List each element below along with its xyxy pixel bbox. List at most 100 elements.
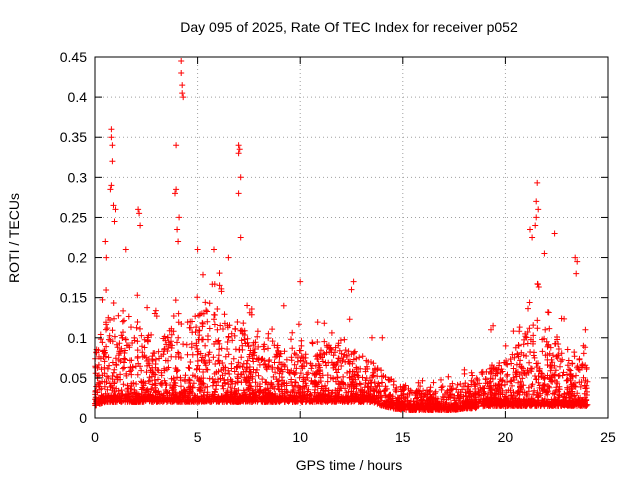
data-point [374, 396, 381, 402]
data-point [316, 370, 323, 377]
data-point [501, 393, 508, 400]
data-point [539, 387, 546, 394]
data-point [440, 405, 447, 412]
data-point [120, 381, 127, 388]
data-point [494, 385, 501, 392]
data-point [547, 362, 554, 369]
data-point [482, 376, 489, 382]
data-point [447, 394, 454, 400]
data-point [478, 369, 485, 376]
data-point [547, 367, 554, 374]
data-point [508, 360, 515, 367]
data-point [204, 389, 211, 396]
data-point [293, 351, 299, 358]
data-point [214, 306, 221, 312]
data-point [143, 369, 150, 376]
data-point [394, 394, 401, 401]
data-point [229, 337, 236, 344]
data-point [342, 347, 349, 354]
data-point [517, 378, 524, 385]
data-point [204, 318, 211, 325]
data-point [205, 351, 212, 358]
data-point [344, 382, 351, 388]
data-point [240, 320, 247, 327]
data-point [105, 314, 112, 321]
data-point [237, 394, 244, 401]
data-point [178, 321, 185, 327]
data-point [154, 398, 161, 405]
data-point [573, 398, 579, 405]
x-tick-label: 15 [395, 429, 411, 445]
data-point [541, 250, 548, 257]
data-point [172, 365, 179, 372]
data-point [514, 351, 521, 358]
data-point [436, 403, 443, 410]
data-point [134, 292, 141, 299]
data-point [390, 378, 397, 385]
data-point [576, 356, 583, 363]
data-point [204, 366, 211, 373]
data-point [283, 380, 290, 387]
data-point [555, 388, 562, 395]
data-point [204, 308, 211, 315]
data-point [521, 400, 528, 407]
data-point [518, 398, 525, 404]
data-point [240, 368, 247, 375]
data-point [246, 309, 253, 316]
data-point [362, 366, 369, 373]
data-point [528, 368, 535, 375]
data-point [264, 394, 271, 401]
data-point [215, 357, 222, 364]
data-point [312, 353, 319, 360]
data-point [541, 381, 548, 388]
data-point [105, 393, 112, 400]
data-point [398, 393, 405, 399]
data-point [503, 373, 510, 379]
data-point [340, 354, 347, 361]
data-point [294, 354, 301, 361]
data-point [275, 347, 282, 354]
data-point [282, 395, 289, 402]
data-point [317, 394, 324, 400]
data-point [252, 396, 259, 403]
data-point [538, 370, 545, 377]
data-point [126, 357, 133, 364]
data-point [356, 398, 363, 404]
data-point [265, 335, 272, 342]
data-point [314, 352, 321, 359]
data-point [508, 393, 515, 399]
data-point [542, 326, 549, 333]
data-point [188, 340, 195, 347]
data-point [173, 368, 180, 375]
data-point [515, 387, 522, 394]
data-point [547, 401, 554, 408]
data-point [178, 58, 185, 64]
data-point [348, 393, 355, 399]
data-point [516, 328, 523, 335]
data-point [271, 359, 278, 366]
data-point [203, 307, 210, 314]
data-point [245, 343, 252, 350]
data-point [211, 246, 217, 253]
data-point [201, 358, 208, 365]
data-point [573, 372, 579, 379]
data-point [580, 342, 587, 349]
x-tick-label: 0 [91, 429, 99, 445]
data-point [498, 366, 505, 373]
data-point [491, 392, 498, 399]
x-tick-label: 5 [194, 429, 202, 445]
data-point [180, 94, 187, 101]
data-point [247, 383, 254, 390]
data-point [320, 350, 327, 357]
data-point [304, 374, 311, 381]
data-point [488, 371, 494, 377]
data-point [530, 322, 537, 329]
data-point [324, 372, 331, 379]
data-point [488, 326, 494, 333]
data-point [183, 341, 190, 348]
data-point [581, 401, 588, 408]
data-point [170, 328, 177, 335]
data-point [184, 319, 191, 326]
data-point [262, 361, 269, 367]
data-point [128, 324, 134, 331]
